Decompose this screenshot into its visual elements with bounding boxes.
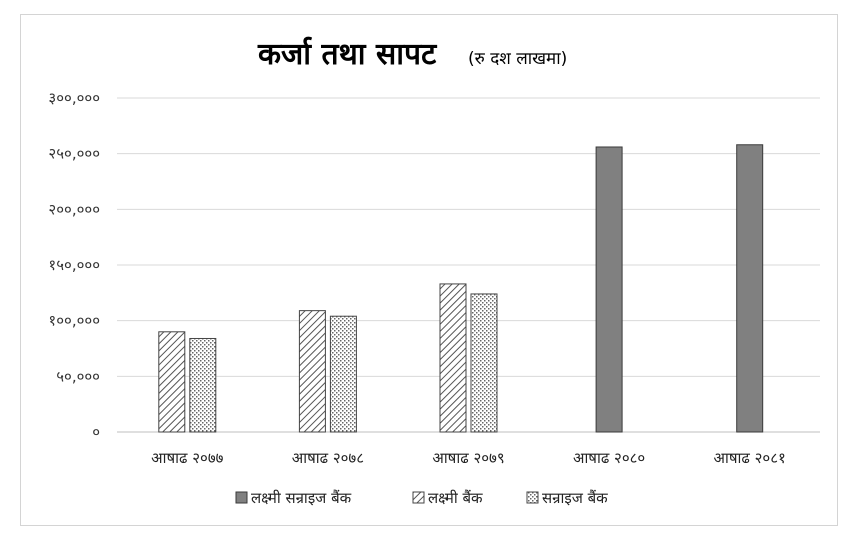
bar (470, 293, 498, 433)
x-category-label: आषाढ २०७७ (151, 449, 223, 467)
y-tick-label: ५०,००० (56, 367, 100, 385)
legend-swatch (526, 491, 539, 504)
y-tick-label: २५०,००० (48, 145, 100, 163)
bar (439, 283, 467, 433)
y-tick-label: ० (92, 423, 100, 441)
chart-frame (20, 14, 838, 526)
y-axis-ticks: ० ५०,००० १००,००० १५०,००० २००,००० २५०,००० ३००,०… (48, 89, 100, 441)
legend-label: सन्राइज बैंक (542, 489, 608, 507)
bar (329, 315, 357, 433)
x-category-label: आषाढ २०८० (573, 449, 645, 467)
bar (736, 144, 764, 433)
legend: लक्ष्मी सन्राइज बैंक लक्ष्मी बैंक सन्राइज … (235, 489, 608, 507)
legend-label: लक्ष्मी बैंक (428, 489, 483, 507)
legend-item: लक्ष्मी सन्राइज बैंक (235, 489, 352, 507)
x-category-label: आषाढ २०८१ (714, 449, 786, 467)
bar (595, 146, 623, 433)
y-tick-label: २००,००० (48, 200, 100, 218)
bar (298, 310, 326, 433)
bar (158, 331, 186, 433)
bar (189, 337, 217, 433)
chart-subtitle: (रु दश लाखमा) (468, 49, 567, 69)
y-tick-label: ३००,००० (48, 89, 100, 107)
x-axis-categories: आषाढ २०७७ आषाढ २०७८ आषाढ २०७९ आषाढ २०८० आषाढ… (151, 449, 786, 467)
y-tick-label: १००,००० (48, 312, 100, 330)
bars (158, 144, 764, 433)
y-tick-label: १५०,००० (48, 256, 100, 274)
x-category-label: आषाढ २०७९ (432, 449, 504, 467)
legend-swatch (235, 491, 248, 504)
chart-title: कर्जा तथा सापट (257, 36, 438, 72)
legend-label: लक्ष्मी सन्राइज बैंक (251, 489, 352, 507)
legend-item: सन्राइज बैंक (526, 489, 608, 507)
legend-item: लक्ष्मी बैंक (412, 489, 483, 507)
legend-swatch (412, 491, 425, 504)
gridlines (117, 97, 820, 433)
x-category-label: आषाढ २०७८ (292, 449, 364, 467)
